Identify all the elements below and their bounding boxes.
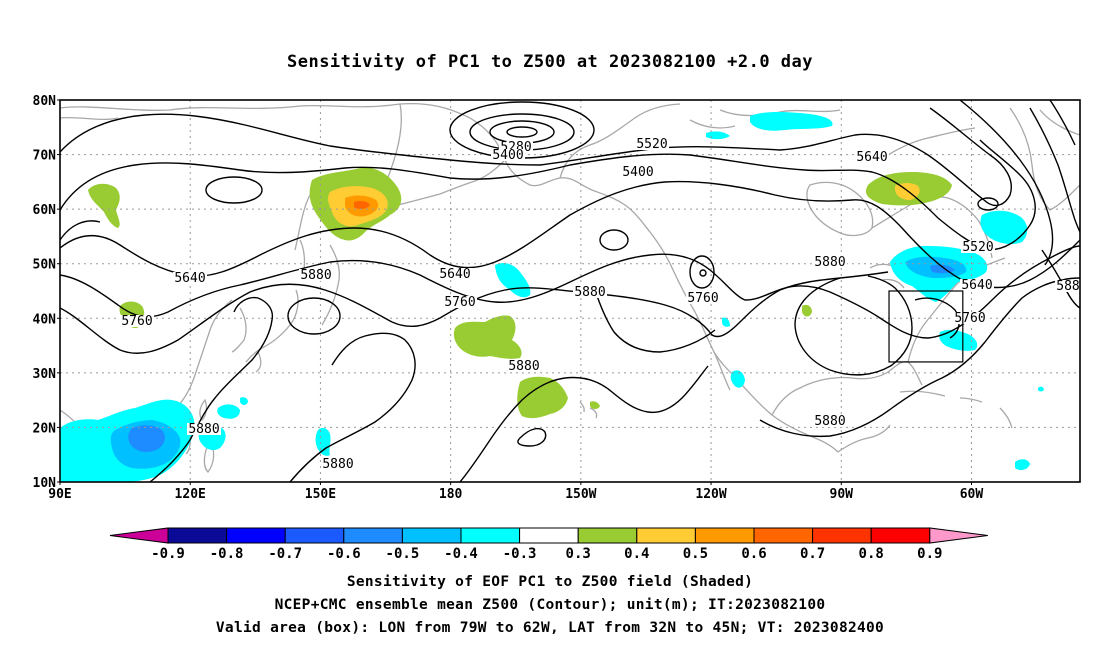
colorbar-tick-label: 0.7 bbox=[800, 546, 825, 562]
caption-line-3: Valid area (box): LON from 79W to 62W, L… bbox=[215, 620, 885, 636]
colorbar-tick-label: 0.4 bbox=[624, 546, 649, 562]
contour-label-bg bbox=[621, 166, 655, 178]
contour-label: 5640 bbox=[856, 150, 887, 165]
contour-label: 5640 bbox=[174, 271, 205, 286]
contour-label: 5640 bbox=[961, 278, 992, 293]
colorbar-high-triangle bbox=[929, 527, 988, 544]
contour-label: 588 bbox=[1056, 279, 1079, 294]
contour-label: 5520 bbox=[636, 137, 667, 152]
colorbar-swatch bbox=[519, 527, 579, 544]
contour-label-bg bbox=[953, 312, 987, 324]
longitude-axis: 90E 120E 150E 180 150W 120W 90W 60W bbox=[48, 482, 983, 502]
contour-label: 5880 bbox=[508, 359, 539, 374]
contour-label-bg bbox=[321, 458, 355, 470]
sensitivity-shading bbox=[60, 112, 1044, 482]
colorbar-tick-label: 0.3 bbox=[566, 546, 591, 562]
contour-label-bg bbox=[813, 415, 847, 427]
map-frame bbox=[59, 99, 1081, 483]
colorbar-tick-label: -0.4 bbox=[444, 546, 478, 562]
colorbar-tick-label: -0.9 bbox=[151, 546, 185, 562]
lon-tick-label: 180 bbox=[439, 487, 463, 502]
contour-label-bg bbox=[813, 256, 847, 268]
contour-label: 5760 bbox=[121, 314, 152, 329]
colorbar-swatch bbox=[401, 527, 462, 544]
colorbar-swatch bbox=[167, 527, 228, 544]
contour-label: 5880 bbox=[188, 422, 219, 437]
colorbar-tick-label: -0.7 bbox=[268, 546, 302, 562]
colorbar-tick-label: 0.5 bbox=[683, 546, 708, 562]
contour-label: 5880 bbox=[814, 255, 845, 270]
contour-label: 5760 bbox=[954, 311, 985, 326]
contour-label-bg bbox=[507, 360, 541, 372]
lat-tick-label: 60N bbox=[33, 203, 57, 218]
contour-label-bg bbox=[1055, 280, 1081, 292]
lat-tick-label: 70N bbox=[33, 149, 57, 164]
lon-tick-label: 150W bbox=[565, 487, 596, 502]
lat-tick-label: 50N bbox=[33, 258, 57, 273]
lon-tick-label: 150E bbox=[305, 487, 336, 502]
contour-label-bg bbox=[438, 268, 472, 280]
colorbar-tick-label: -0.8 bbox=[210, 546, 244, 562]
contour-label: 5400 bbox=[492, 148, 523, 163]
colorbar-tick-label: 0.9 bbox=[917, 546, 942, 562]
contour-label-bg bbox=[443, 296, 477, 308]
lat-tick-label: 80N bbox=[33, 94, 57, 109]
contour-label-bg bbox=[960, 279, 994, 291]
contour-label-bg bbox=[961, 241, 995, 253]
contour-label-bg bbox=[299, 269, 333, 281]
colorbar-swatch bbox=[343, 527, 403, 544]
contour-label-bg bbox=[173, 272, 207, 284]
z500-contours bbox=[60, 100, 1080, 482]
contour-label-bg bbox=[573, 286, 607, 298]
contour-label-bg bbox=[187, 423, 221, 435]
latitude-axis: 80N 70N 60N 50N 40N 30N 20N 10N bbox=[33, 94, 60, 491]
lon-tick-label: 120W bbox=[695, 487, 726, 502]
colorbar-tick-label: -0.3 bbox=[503, 546, 537, 562]
contour-label: 5520 bbox=[962, 240, 993, 255]
lat-tick-label: 20N bbox=[33, 421, 57, 436]
lon-tick-label: 60W bbox=[960, 487, 984, 502]
colorbar-swatch bbox=[460, 527, 521, 544]
colorbar-tick-label: -0.6 bbox=[327, 546, 361, 562]
contour-label: 5880 bbox=[574, 285, 605, 300]
colorbar-swatch bbox=[577, 527, 638, 544]
lat-tick-label: 40N bbox=[33, 312, 57, 327]
colorbar: -0.9 -0.8 -0.7 -0.6 -0.5 -0.4 -0.3 0.3 0.4 0.5 0.6… bbox=[109, 527, 988, 562]
contour-label: 5880 bbox=[300, 268, 331, 283]
colorbar-tick-label: -0.5 bbox=[386, 546, 420, 562]
colorbar-tick-label: 0.8 bbox=[859, 546, 884, 562]
contour-label: 5760 bbox=[687, 291, 718, 306]
contour-label-bg bbox=[855, 151, 889, 163]
colorbar-swatch bbox=[753, 527, 814, 544]
colorbar-swatch bbox=[694, 527, 755, 544]
colorbar-tick-label: 0.6 bbox=[741, 546, 766, 562]
lon-tick-label: 90E bbox=[48, 487, 71, 502]
caption-line-1: Sensitivity of EOF PC1 to Z500 field (Sh… bbox=[346, 574, 754, 590]
colorbar-swatch bbox=[812, 527, 872, 544]
colorbar-swatch bbox=[636, 527, 696, 544]
colorbar-swatch bbox=[284, 527, 345, 544]
contour-label: 5880 bbox=[814, 414, 845, 429]
contour-label: 5760 bbox=[444, 295, 475, 310]
contour-label-bg bbox=[635, 138, 669, 150]
contour-label: 5880 bbox=[322, 457, 353, 472]
lat-tick-label: 30N bbox=[33, 367, 57, 382]
contour-label-bg bbox=[120, 315, 154, 327]
lon-tick-label: 90W bbox=[830, 487, 854, 502]
contour-label-bg bbox=[686, 292, 720, 304]
contour-label-bg bbox=[491, 149, 525, 161]
colorbar-swatch bbox=[870, 527, 931, 544]
valid-area-box bbox=[888, 290, 964, 363]
lon-tick-label: 120E bbox=[175, 487, 206, 502]
caption-line-2: NCEP+CMC ensemble mean Z500 (Contour); u… bbox=[274, 597, 826, 613]
colorbar-swatch bbox=[226, 527, 286, 544]
contour-label: 5400 bbox=[622, 165, 653, 180]
contour-label: 5640 bbox=[439, 267, 470, 282]
figure-title: Sensitivity of PC1 to Z500 at 2023082100… bbox=[286, 52, 813, 72]
lat-tick-label: 10N bbox=[33, 476, 57, 491]
colorbar-low-triangle bbox=[109, 527, 169, 544]
